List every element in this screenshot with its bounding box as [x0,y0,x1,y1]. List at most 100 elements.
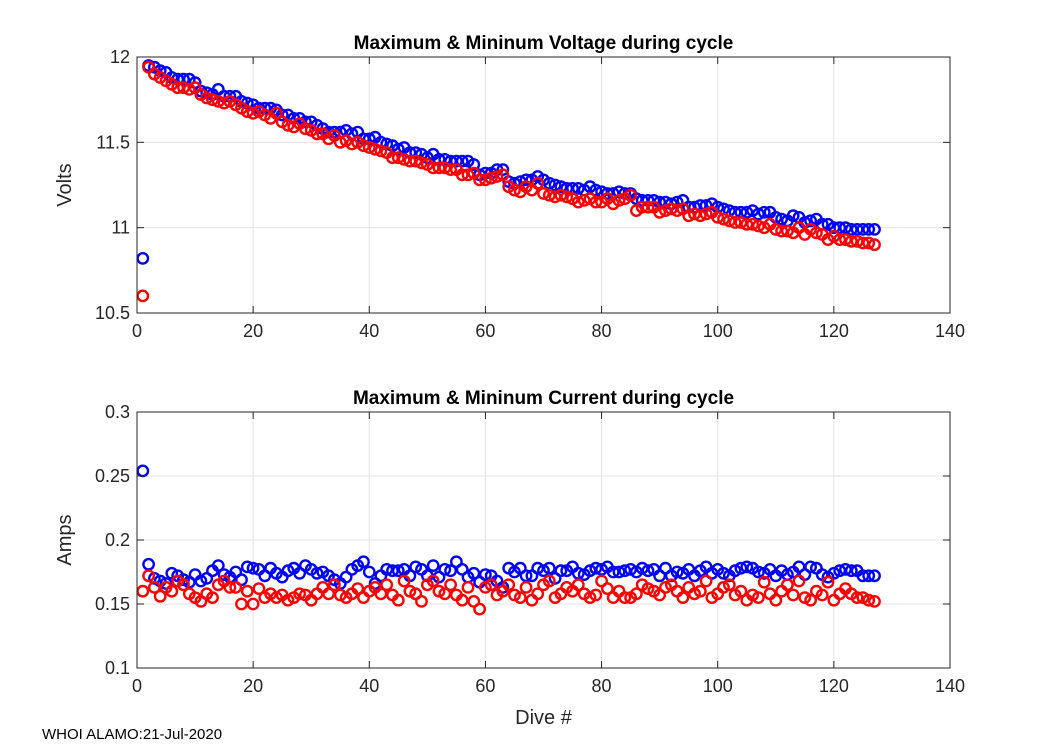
data-point-maximum [449,154,463,168]
data-point-minimum [223,581,237,594]
data-point-minimum [432,161,446,175]
data-point-minimum [792,574,806,588]
data-point-minimum [560,190,574,204]
data-point-minimum [403,154,417,168]
data-point-maximum [426,559,440,572]
data-point-maximum [752,565,765,579]
y-tick-label: 0.2 [105,530,130,550]
data-point-minimum [781,578,794,592]
data-point-minimum [815,588,829,602]
data-point-minimum [240,584,254,598]
data-point-maximum [240,560,254,574]
data-point-maximum [740,560,754,574]
data-point-minimum [554,188,568,202]
data-point-maximum [757,205,771,219]
data-point-minimum [473,602,486,616]
y-tick-label: 11 [111,218,130,238]
data-point-minimum [397,152,411,166]
data-point-maximum [298,115,312,129]
data-point-minimum [757,575,771,589]
data-point-minimum [171,81,185,95]
data-point-minimum [531,176,545,190]
data-point-maximum [357,555,370,569]
data-point-minimum [833,233,847,247]
data-point-minimum [327,578,341,592]
data-point-minimum [571,195,585,209]
data-point-minimum [839,233,852,247]
data-point-maximum [868,569,881,583]
data-point-maximum [519,173,533,187]
data-point-minimum [769,222,783,236]
x-tick-label: 20 [243,676,263,696]
data-point-minimum [351,582,365,595]
data-point-minimum [850,234,864,248]
data-point-maximum [554,180,568,194]
data-point-minimum [461,581,475,594]
data-point-maximum [804,214,817,228]
data-point-minimum [746,217,759,231]
data-point-maximum [136,251,150,265]
data-point-minimum [386,151,399,165]
data-point-minimum [670,204,684,218]
data-point-minimum [444,163,457,177]
data-point-maximum [618,564,632,578]
data-point-minimum [664,202,678,216]
data-point-minimum [235,597,248,611]
data-point-maximum [862,569,876,583]
data-point-maximum [444,564,457,578]
data-point-minimum [601,582,614,595]
data-point-minimum [769,593,783,607]
data-point-minimum [676,591,690,604]
data-point-minimum [711,210,725,224]
data-point-minimum [165,584,179,598]
data-point-minimum [153,589,167,603]
data-point-maximum [688,200,701,214]
data-point-minimum [531,587,545,601]
data-point-minimum [641,200,655,214]
series-minimum [136,569,881,616]
data-point-minimum [177,578,190,592]
data-point-minimum [415,156,428,170]
data-point-minimum [229,581,243,594]
data-point-maximum [275,108,289,122]
data-point-minimum [496,168,510,182]
data-point-maximum [850,222,864,236]
data-point-maximum [839,221,852,235]
data-point-minimum [734,584,748,598]
data-point-minimum [269,106,283,120]
data-point-minimum [397,574,411,588]
data-point-maximum [211,559,225,572]
data-point-maximum [844,564,858,578]
data-point-maximum [571,181,585,195]
data-point-minimum [217,96,231,110]
data-point-minimum [409,154,423,168]
axes-box [136,56,951,314]
data-point-minimum [206,93,219,107]
data-point-minimum [699,574,713,588]
data-point-minimum [147,581,161,594]
data-point-maximum [670,565,684,579]
x-tick-label: 20 [243,321,263,341]
data-point-maximum [589,183,603,197]
data-point-minimum [728,216,742,229]
x-tick-label: 120 [819,676,849,696]
data-point-minimum [862,593,876,607]
x-tick-label: 60 [475,676,495,696]
data-point-minimum [374,144,388,158]
data-point-minimum [484,171,498,185]
data-point-maximum [868,222,881,236]
data-point-minimum [461,168,475,182]
data-point-minimum [513,591,527,604]
x-tick-label: 40 [359,676,379,696]
data-point-minimum [850,591,864,604]
data-point-minimum [862,236,876,250]
data-point-minimum [473,173,486,187]
y-tick-label: 11.5 [96,132,130,152]
chart-title: Maximum & Mininum Current during cycle [353,388,734,409]
data-point-minimum [508,183,521,197]
data-point-maximum [438,563,452,576]
data-point-minimum [612,193,626,207]
data-point-minimum [252,582,266,595]
data-point-minimum [722,214,736,228]
data-point-minimum [438,161,452,175]
